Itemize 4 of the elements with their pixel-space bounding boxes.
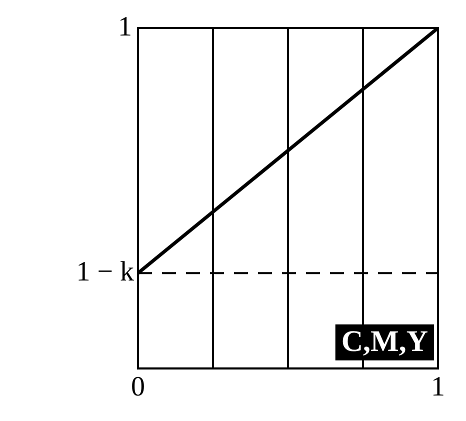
x-tick-label: 0 [131,372,145,403]
text: 1 [118,11,132,42]
annotation: C,M,Y [341,325,428,358]
ref-line-label: 1 − k [76,256,134,288]
